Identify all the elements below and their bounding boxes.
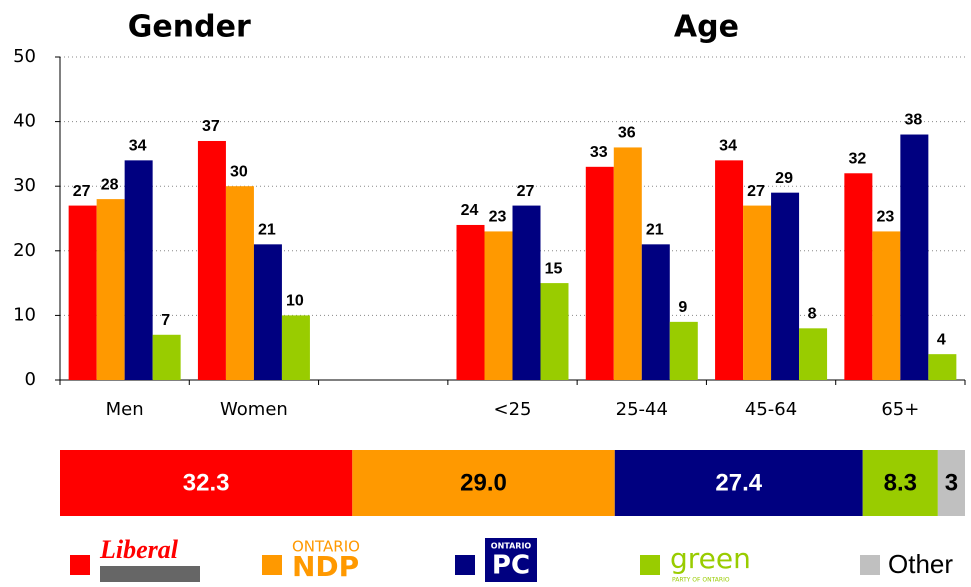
data-label: 23 — [489, 209, 507, 226]
bar — [484, 231, 513, 380]
y-tick-label: 40 — [13, 111, 36, 132]
data-label: 36 — [618, 125, 636, 142]
segment-label: 27.4 — [715, 469, 762, 496]
stacked-segment — [60, 450, 353, 516]
bar — [281, 315, 310, 380]
data-label: 27 — [747, 183, 765, 200]
x-tick-label: 45-64 — [745, 399, 797, 420]
x-tick-label: Women — [220, 399, 288, 420]
data-label: 15 — [545, 260, 563, 277]
bar — [512, 205, 541, 380]
data-label: 24 — [461, 202, 479, 219]
data-label: 4 — [937, 331, 946, 348]
group-title: Age — [674, 10, 739, 45]
x-tick-label: Men — [106, 399, 144, 420]
bar — [225, 186, 254, 380]
legend-label: Liberal — [99, 535, 179, 564]
bar — [743, 205, 772, 380]
legend-swatch — [262, 555, 282, 575]
segment-label: 3 — [945, 469, 958, 496]
data-label: 37 — [202, 118, 220, 135]
x-tick-label: <25 — [494, 399, 532, 420]
data-label: 27 — [73, 183, 91, 200]
stacked-segment — [937, 450, 965, 516]
data-label: 34 — [719, 138, 737, 155]
stacked-segment — [352, 450, 615, 516]
bar — [844, 173, 873, 380]
legend-swatch — [640, 555, 660, 575]
stacked-segment — [862, 450, 938, 516]
bar — [799, 328, 828, 380]
data-label: 29 — [775, 170, 793, 187]
legend-logo-box — [485, 538, 537, 582]
data-label: 7 — [161, 312, 170, 329]
y-tick-label: 10 — [13, 304, 36, 325]
data-label: 9 — [678, 299, 687, 316]
data-label: 21 — [646, 222, 664, 239]
legend-prefix: ONTARIO — [491, 542, 532, 551]
bar — [540, 283, 569, 380]
bar — [771, 192, 800, 380]
data-label: 28 — [101, 176, 119, 193]
data-label: 23 — [876, 209, 894, 226]
data-label: 21 — [258, 222, 276, 239]
stacked-segment — [614, 450, 863, 516]
data-label: 10 — [286, 293, 304, 310]
bar — [669, 321, 698, 380]
group-title: Gender — [128, 10, 251, 45]
segment-label: 29.0 — [460, 469, 507, 496]
data-label: 34 — [129, 138, 147, 155]
legend-label: PC — [492, 551, 530, 581]
legend-label: green — [670, 542, 751, 575]
y-tick-label: 0 — [25, 369, 36, 390]
bar — [900, 134, 929, 380]
bar — [197, 140, 226, 380]
legend-label: Other — [888, 549, 953, 579]
y-tick-label: 20 — [13, 240, 36, 261]
legend-suffix: PARTY OF ONTARIO — [672, 577, 730, 584]
segment-label: 8.3 — [884, 469, 917, 496]
bar — [872, 231, 901, 380]
bar — [715, 160, 744, 380]
data-label: 33 — [590, 144, 608, 161]
legend-label: NDP — [292, 550, 359, 583]
x-tick-label: 65+ — [881, 399, 919, 420]
bar — [253, 244, 282, 380]
bar — [456, 224, 485, 380]
y-tick-label: 50 — [13, 46, 36, 67]
bar — [68, 205, 97, 380]
bar — [613, 147, 642, 380]
data-label: 8 — [808, 306, 817, 323]
y-tick-label: 30 — [13, 175, 36, 196]
data-label: 27 — [517, 183, 535, 200]
legend-swatch — [455, 555, 475, 575]
legend-swatch — [70, 555, 90, 575]
bar — [96, 199, 125, 380]
legend-prefix: ONTARIO — [292, 538, 360, 556]
x-tick-label: 25-44 — [616, 399, 668, 420]
segment-label: 32.3 — [183, 469, 230, 496]
legend-swatch — [860, 555, 880, 575]
data-label: 30 — [230, 163, 248, 180]
bar — [152, 334, 181, 380]
data-label: 32 — [848, 150, 866, 167]
bar — [641, 244, 670, 380]
legend-logo-photo — [100, 566, 200, 582]
bar — [928, 354, 957, 380]
bar — [124, 160, 153, 380]
bar — [585, 166, 614, 380]
data-label: 38 — [904, 112, 922, 129]
